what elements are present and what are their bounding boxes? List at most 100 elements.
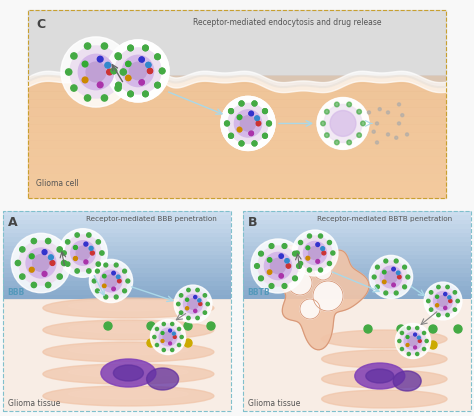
Circle shape — [361, 121, 365, 126]
Circle shape — [155, 82, 160, 88]
Circle shape — [335, 102, 339, 107]
Circle shape — [319, 268, 322, 272]
Circle shape — [453, 291, 456, 294]
Circle shape — [383, 280, 386, 284]
Circle shape — [308, 268, 311, 272]
Circle shape — [249, 131, 254, 136]
Bar — [3, 272, 231, 277]
Circle shape — [155, 54, 160, 59]
Circle shape — [155, 54, 160, 59]
Bar — [243, 299, 471, 411]
Ellipse shape — [366, 369, 394, 383]
Bar — [243, 277, 471, 281]
Circle shape — [414, 346, 417, 349]
Circle shape — [105, 62, 110, 68]
Bar — [243, 211, 471, 411]
Circle shape — [444, 306, 447, 310]
Circle shape — [89, 246, 93, 250]
Bar — [28, 10, 446, 198]
Bar — [243, 246, 471, 250]
Circle shape — [401, 114, 404, 117]
Circle shape — [401, 332, 403, 334]
Circle shape — [297, 264, 301, 268]
Circle shape — [96, 240, 100, 244]
Circle shape — [206, 302, 210, 306]
Circle shape — [375, 122, 379, 125]
Circle shape — [239, 141, 244, 146]
Circle shape — [180, 294, 183, 297]
Circle shape — [237, 127, 242, 132]
Circle shape — [73, 245, 77, 250]
Circle shape — [395, 324, 430, 359]
Circle shape — [328, 240, 331, 245]
Circle shape — [146, 62, 151, 67]
Circle shape — [196, 288, 199, 292]
Circle shape — [292, 251, 297, 256]
Circle shape — [48, 255, 54, 260]
Ellipse shape — [43, 342, 214, 362]
Circle shape — [446, 285, 449, 289]
Bar — [243, 268, 471, 272]
Circle shape — [299, 261, 302, 265]
Circle shape — [112, 287, 115, 291]
Circle shape — [187, 316, 190, 319]
Circle shape — [87, 269, 91, 273]
Circle shape — [325, 133, 329, 137]
Bar — [28, 189, 446, 198]
Circle shape — [263, 134, 267, 138]
Circle shape — [378, 108, 381, 111]
Bar — [3, 250, 231, 255]
Text: Receptor-mediated endocytosis and drug release: Receptor-mediated endocytosis and drug r… — [193, 18, 382, 27]
Circle shape — [299, 240, 302, 245]
Circle shape — [235, 110, 262, 137]
Circle shape — [185, 298, 189, 301]
Ellipse shape — [393, 371, 421, 391]
Circle shape — [407, 327, 410, 329]
Circle shape — [427, 300, 430, 303]
Circle shape — [448, 296, 451, 299]
Circle shape — [453, 308, 456, 311]
Circle shape — [143, 45, 148, 51]
Bar — [28, 76, 446, 198]
Bar — [3, 246, 231, 250]
Circle shape — [65, 240, 70, 244]
Circle shape — [221, 97, 275, 151]
Circle shape — [59, 229, 107, 277]
Bar — [3, 264, 231, 268]
Circle shape — [82, 77, 88, 83]
Text: Receptor-mediated BBB penetration: Receptor-mediated BBB penetration — [86, 216, 217, 222]
Bar — [3, 299, 231, 411]
Circle shape — [147, 322, 155, 330]
Circle shape — [256, 121, 261, 126]
Bar — [3, 233, 231, 238]
Circle shape — [403, 265, 407, 269]
Circle shape — [147, 339, 155, 347]
Circle shape — [392, 267, 395, 271]
Circle shape — [436, 304, 438, 307]
Ellipse shape — [146, 368, 179, 390]
Circle shape — [335, 140, 339, 145]
Circle shape — [177, 344, 181, 347]
Circle shape — [395, 136, 398, 139]
Bar — [3, 295, 231, 299]
Circle shape — [221, 97, 275, 151]
Circle shape — [364, 325, 372, 333]
Circle shape — [107, 40, 169, 102]
Bar — [3, 224, 231, 229]
Circle shape — [380, 266, 402, 288]
Circle shape — [361, 121, 365, 126]
Circle shape — [398, 122, 401, 125]
Bar — [243, 211, 471, 215]
Circle shape — [252, 101, 257, 106]
Circle shape — [20, 274, 25, 279]
Circle shape — [406, 344, 409, 347]
Ellipse shape — [69, 301, 188, 311]
Circle shape — [96, 262, 100, 266]
Bar — [243, 233, 471, 238]
Circle shape — [203, 294, 207, 297]
Bar — [243, 260, 471, 264]
Circle shape — [429, 287, 457, 315]
Circle shape — [228, 104, 268, 144]
Circle shape — [436, 295, 438, 298]
Circle shape — [263, 109, 267, 114]
